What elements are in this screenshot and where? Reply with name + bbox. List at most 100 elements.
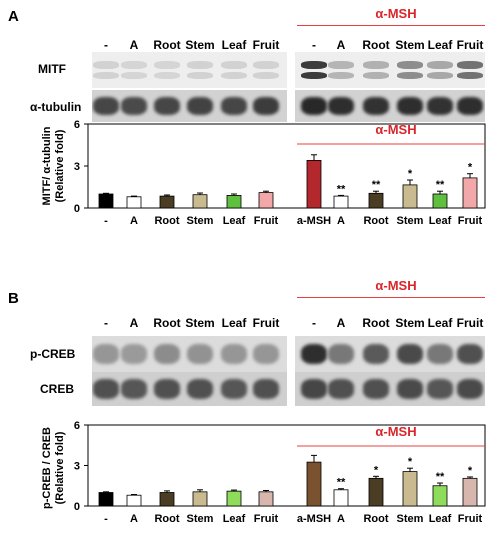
category-label: Root — [154, 215, 179, 227]
category-label: Fruit — [254, 513, 279, 525]
blot-band — [301, 71, 327, 79]
blot-band — [187, 379, 213, 399]
blot-band — [221, 343, 247, 365]
category-label: Root — [154, 513, 179, 525]
significance-marker: ** — [372, 179, 381, 191]
bar — [258, 491, 274, 507]
blot-band — [427, 61, 453, 69]
blot-band — [221, 97, 247, 115]
blot-label-creb: CREB — [40, 382, 75, 396]
blot-band — [427, 71, 453, 79]
western-blot-tubulin — [92, 90, 485, 122]
blot-band — [328, 61, 354, 69]
treatment-header: α-MSH — [375, 6, 417, 21]
lane-label: - — [312, 316, 316, 330]
treatment-line — [297, 297, 485, 298]
blot-band — [457, 61, 483, 69]
blot-band — [397, 379, 423, 399]
significance-marker: * — [408, 168, 413, 180]
blot-band — [328, 97, 354, 115]
y-tick-label: 6 — [74, 119, 80, 131]
blot-band — [253, 343, 279, 365]
blot-band — [154, 61, 180, 69]
category-label: A — [337, 215, 345, 227]
significance-marker: * — [408, 456, 413, 468]
lane-label: Fruit — [252, 38, 280, 52]
bar — [98, 492, 114, 507]
panel-letter: B — [8, 290, 19, 307]
blot-label-tubulin: α-tubulin — [30, 100, 82, 114]
lane-label: Root — [362, 316, 390, 330]
blot-band — [457, 379, 483, 399]
blot-band — [328, 343, 354, 365]
western-blot-pcreb — [92, 336, 485, 372]
blot-gap — [287, 52, 295, 88]
blot-band — [427, 343, 453, 365]
lane-label: Stem — [395, 38, 425, 52]
blot-band — [93, 343, 119, 365]
lane-label: Fruit — [456, 38, 484, 52]
blot-band — [397, 97, 423, 115]
category-label: Leaf — [429, 215, 452, 227]
y-tick-label: 3 — [74, 161, 80, 173]
category-label: a-MSH — [297, 513, 331, 525]
blot-band — [328, 379, 354, 399]
lane-label: A — [336, 38, 346, 52]
blot-band — [121, 343, 147, 365]
lane-label: - — [104, 38, 108, 52]
treatment-line — [297, 25, 485, 26]
lane-label: Stem — [395, 316, 425, 330]
bar — [306, 461, 322, 507]
category-label: Root — [363, 215, 388, 227]
lane-label: Root — [153, 38, 181, 52]
blot-band — [301, 97, 327, 115]
blot-band — [363, 343, 389, 365]
significance-marker: ** — [337, 477, 346, 489]
bar — [126, 494, 142, 507]
category-label: a-MSH — [297, 215, 331, 227]
category-label: - — [104, 513, 108, 525]
blot-band — [93, 71, 119, 79]
blot-band — [427, 97, 453, 115]
category-label: Stem — [187, 513, 214, 525]
blot-band — [154, 343, 180, 365]
bar — [333, 489, 349, 507]
category-label: Stem — [187, 215, 214, 227]
category-label: Leaf — [429, 513, 452, 525]
treatment-header: α-MSH — [375, 278, 417, 293]
blot-gap — [287, 336, 295, 372]
western-blot-creb — [92, 372, 485, 406]
blot-band — [93, 97, 119, 115]
lane-label: - — [104, 316, 108, 330]
lane-label: Leaf — [221, 316, 247, 330]
blot-band — [221, 379, 247, 399]
significance-marker: * — [468, 465, 473, 477]
y-tick-label: 0 — [74, 501, 80, 513]
chart-group-header: α-MSH — [375, 424, 416, 439]
category-label: Fruit — [458, 215, 483, 227]
significance-marker: ** — [436, 471, 445, 483]
blot-band — [397, 61, 423, 69]
blot-band — [187, 71, 213, 79]
blot-band — [457, 97, 483, 115]
western-blot-mitf — [92, 52, 485, 88]
plot-frame — [87, 424, 486, 507]
blot-band — [253, 97, 279, 115]
blot-band — [253, 61, 279, 69]
panel-letter: A — [8, 8, 19, 25]
blot-band — [457, 71, 483, 79]
blot-band — [187, 61, 213, 69]
blot-band — [427, 379, 453, 399]
lane-label: Leaf — [427, 38, 453, 52]
blot-band — [457, 343, 483, 365]
bar — [192, 491, 208, 507]
blot-band — [397, 71, 423, 79]
y-tick-label: 0 — [74, 203, 80, 215]
category-label: - — [104, 215, 108, 227]
blot-band — [121, 379, 147, 399]
lane-label: Root — [362, 38, 390, 52]
lane-label: - — [312, 38, 316, 52]
blot-band — [253, 71, 279, 79]
blot-band — [253, 379, 279, 399]
category-label: Fruit — [458, 513, 483, 525]
